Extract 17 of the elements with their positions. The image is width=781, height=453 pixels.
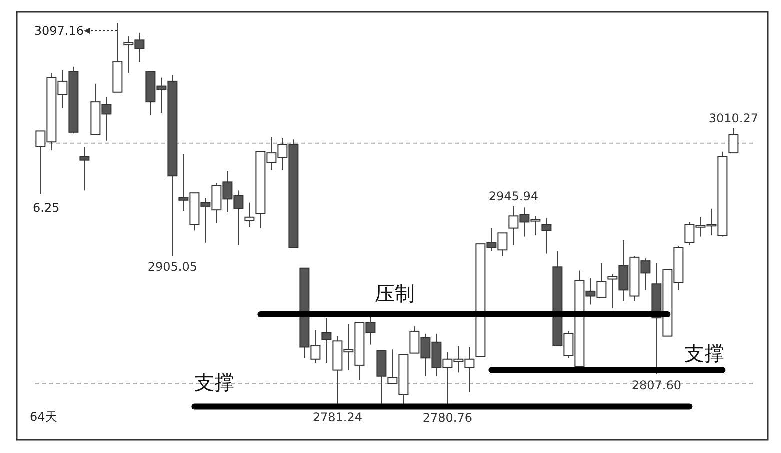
candlestick — [542, 218, 552, 254]
series-label: 压制 — [375, 281, 416, 306]
annotation: 2781.24 — [312, 410, 363, 424]
annotation: 6.25 — [33, 201, 60, 215]
candlestick — [728, 128, 739, 154]
candlestick — [244, 202, 255, 228]
annotation: 2780.76 — [422, 411, 473, 425]
annotation: 2945.94 — [488, 190, 539, 204]
annotation: 2807.60 — [632, 378, 682, 392]
series-label: 支撑 — [684, 341, 725, 366]
candlestick — [80, 146, 90, 192]
annotation: 3010.27 — [708, 111, 759, 126]
text: 64天 — [30, 410, 58, 424]
series-label: 支撑 — [194, 370, 235, 395]
annotation: 3097.16 — [34, 24, 84, 38]
candlestick — [322, 318, 332, 364]
annotation: 2905.05 — [148, 260, 198, 274]
